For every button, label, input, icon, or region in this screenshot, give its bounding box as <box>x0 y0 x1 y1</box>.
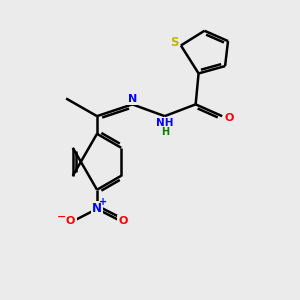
Text: N: N <box>92 202 102 215</box>
Text: O: O <box>66 216 75 226</box>
Text: O: O <box>119 216 128 226</box>
Text: O: O <box>225 112 234 123</box>
Text: S: S <box>170 36 179 49</box>
Text: +: + <box>99 197 107 207</box>
Text: NH: NH <box>156 118 173 128</box>
Text: −: − <box>57 212 66 222</box>
Text: H: H <box>161 127 170 137</box>
Text: N: N <box>128 94 137 104</box>
